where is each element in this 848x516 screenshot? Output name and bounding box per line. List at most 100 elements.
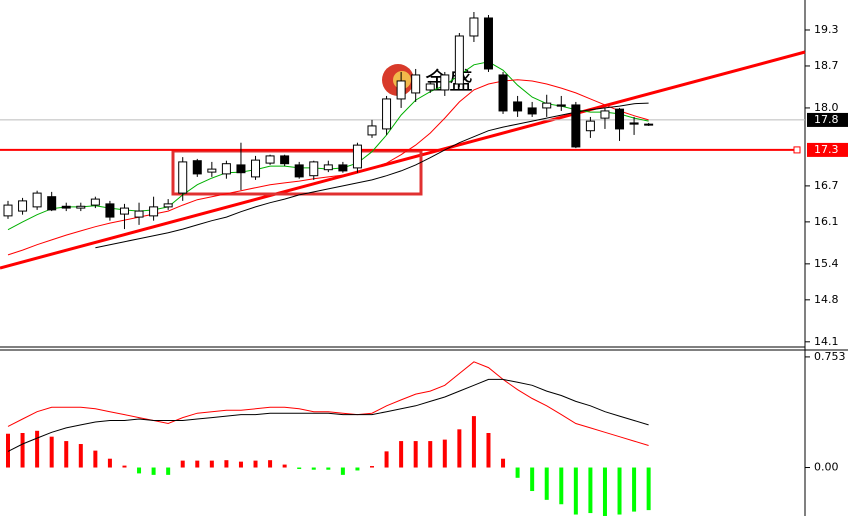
candle-body bbox=[396, 80, 406, 100]
candle-body bbox=[207, 168, 217, 173]
candle-body bbox=[571, 104, 581, 148]
histogram-bar bbox=[544, 467, 549, 500]
histogram-bar bbox=[384, 451, 389, 468]
histogram-bar bbox=[442, 439, 447, 468]
candle-body bbox=[294, 164, 304, 178]
macd-line bbox=[7, 361, 649, 446]
candle-body bbox=[629, 122, 639, 125]
candle-body bbox=[483, 17, 493, 70]
candle-body bbox=[425, 83, 435, 91]
y-tick-label: 14.1 bbox=[814, 335, 839, 348]
y-tick-label: 18.7 bbox=[814, 59, 839, 72]
candle-body bbox=[323, 164, 333, 171]
highlight-box bbox=[171, 149, 423, 196]
candle-body bbox=[556, 104, 566, 107]
candle-body bbox=[382, 98, 392, 130]
histogram-bar bbox=[297, 467, 302, 469]
price-tag bbox=[807, 112, 848, 127]
candle-body bbox=[454, 35, 464, 85]
y-tick-label: 16.7 bbox=[814, 179, 839, 192]
y-tick-label: 0.753 bbox=[814, 350, 846, 363]
candle-body bbox=[119, 207, 129, 215]
price-tag-label: 17.8 bbox=[814, 113, 839, 126]
histogram-bar bbox=[137, 467, 142, 474]
moving-average bbox=[95, 102, 649, 249]
candle-body bbox=[411, 74, 421, 94]
candle-body bbox=[644, 123, 654, 126]
candle-body bbox=[149, 206, 159, 217]
candle-body bbox=[367, 125, 377, 136]
candle-body bbox=[105, 203, 115, 218]
macd-line bbox=[7, 378, 649, 452]
histogram-bar bbox=[122, 465, 127, 468]
candle-body bbox=[90, 198, 100, 206]
histogram-bar bbox=[195, 460, 200, 468]
histogram-bar bbox=[151, 467, 156, 475]
histogram-bar bbox=[311, 467, 316, 470]
histogram-bar bbox=[107, 458, 112, 468]
histogram-bar bbox=[238, 461, 243, 468]
candle-body bbox=[338, 164, 348, 172]
price-tag-marker bbox=[793, 146, 801, 154]
y-tick-label: 15.4 bbox=[814, 257, 839, 270]
y-tick-label: 16.1 bbox=[814, 215, 839, 228]
candle-body bbox=[513, 101, 523, 112]
histogram-bar bbox=[588, 467, 593, 514]
candle-body bbox=[469, 17, 479, 37]
candle-body bbox=[3, 204, 13, 217]
histogram-bar bbox=[515, 467, 520, 478]
histogram-bar bbox=[413, 441, 418, 468]
histogram-bar bbox=[602, 467, 607, 516]
candle-body bbox=[236, 164, 246, 174]
histogram-bar bbox=[6, 433, 10, 468]
candle-body bbox=[309, 161, 319, 177]
histogram-bar bbox=[530, 467, 535, 492]
price-tag-label: 17.3 bbox=[814, 143, 839, 156]
candle-body bbox=[221, 163, 231, 175]
histogram-bar bbox=[209, 460, 214, 468]
histogram-bar bbox=[457, 429, 462, 468]
candle-body bbox=[178, 161, 188, 194]
histogram-bar bbox=[617, 467, 622, 515]
candle-body bbox=[280, 155, 290, 165]
candle-body bbox=[542, 102, 552, 109]
histogram-bar bbox=[632, 467, 637, 512]
histogram-bar bbox=[49, 436, 54, 468]
histogram-bar bbox=[399, 441, 404, 468]
histogram-bar bbox=[501, 458, 506, 468]
histogram-bar bbox=[559, 467, 564, 505]
moving-average bbox=[7, 79, 649, 256]
candle-body bbox=[498, 74, 508, 112]
y-tick-label: 0.00 bbox=[814, 461, 839, 474]
trend-line bbox=[0, 50, 806, 270]
candle-body bbox=[192, 160, 202, 175]
candle-body bbox=[585, 120, 595, 132]
histogram-bar bbox=[282, 464, 287, 468]
candle-body bbox=[615, 108, 625, 130]
histogram-bar bbox=[573, 467, 578, 515]
candle-body bbox=[76, 205, 86, 209]
histogram-bar bbox=[471, 416, 476, 468]
y-tick-label: 19.3 bbox=[814, 23, 839, 36]
candle-body bbox=[352, 144, 362, 169]
candle-body bbox=[134, 210, 144, 218]
histogram-bar bbox=[93, 450, 98, 468]
histogram-bar bbox=[428, 441, 433, 468]
candle-body bbox=[163, 203, 173, 208]
candle-body bbox=[251, 159, 261, 178]
y-tick-label: 18.0 bbox=[814, 101, 839, 114]
candle-body bbox=[265, 155, 275, 164]
histogram-bar bbox=[78, 444, 83, 468]
histogram-bar bbox=[253, 460, 258, 468]
histogram-bar bbox=[355, 467, 360, 471]
histogram-bar bbox=[64, 441, 69, 468]
histogram-bar bbox=[166, 467, 171, 475]
candle-body bbox=[47, 196, 57, 211]
price-tag bbox=[807, 142, 848, 157]
histogram-bar bbox=[370, 466, 374, 468]
candle-body bbox=[18, 200, 28, 212]
histogram-bar bbox=[20, 433, 25, 468]
histogram-bar bbox=[340, 467, 345, 475]
moving-average bbox=[7, 61, 649, 231]
